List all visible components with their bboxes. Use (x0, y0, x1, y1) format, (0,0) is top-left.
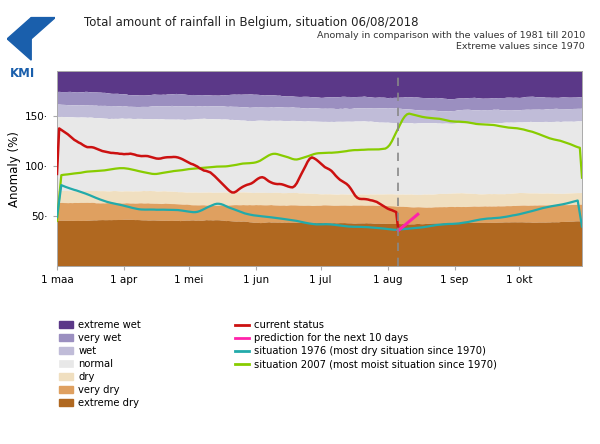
Text: Extreme values since 1970: Extreme values since 1970 (456, 42, 585, 51)
Text: Anomaly in comparison with the values of 1981 till 2010: Anomaly in comparison with the values of… (317, 31, 585, 40)
Text: KMI: KMI (10, 67, 35, 79)
Polygon shape (31, 18, 55, 39)
Polygon shape (7, 18, 31, 39)
Y-axis label: Anomaly (%): Anomaly (%) (8, 131, 20, 206)
Legend: current status, prediction for the next 10 days, situation 1976 (most dry situat: current status, prediction for the next … (235, 320, 497, 369)
Text: Total amount of rainfall in Belgium, situation 06/08/2018: Total amount of rainfall in Belgium, sit… (84, 16, 419, 28)
Polygon shape (7, 39, 31, 60)
